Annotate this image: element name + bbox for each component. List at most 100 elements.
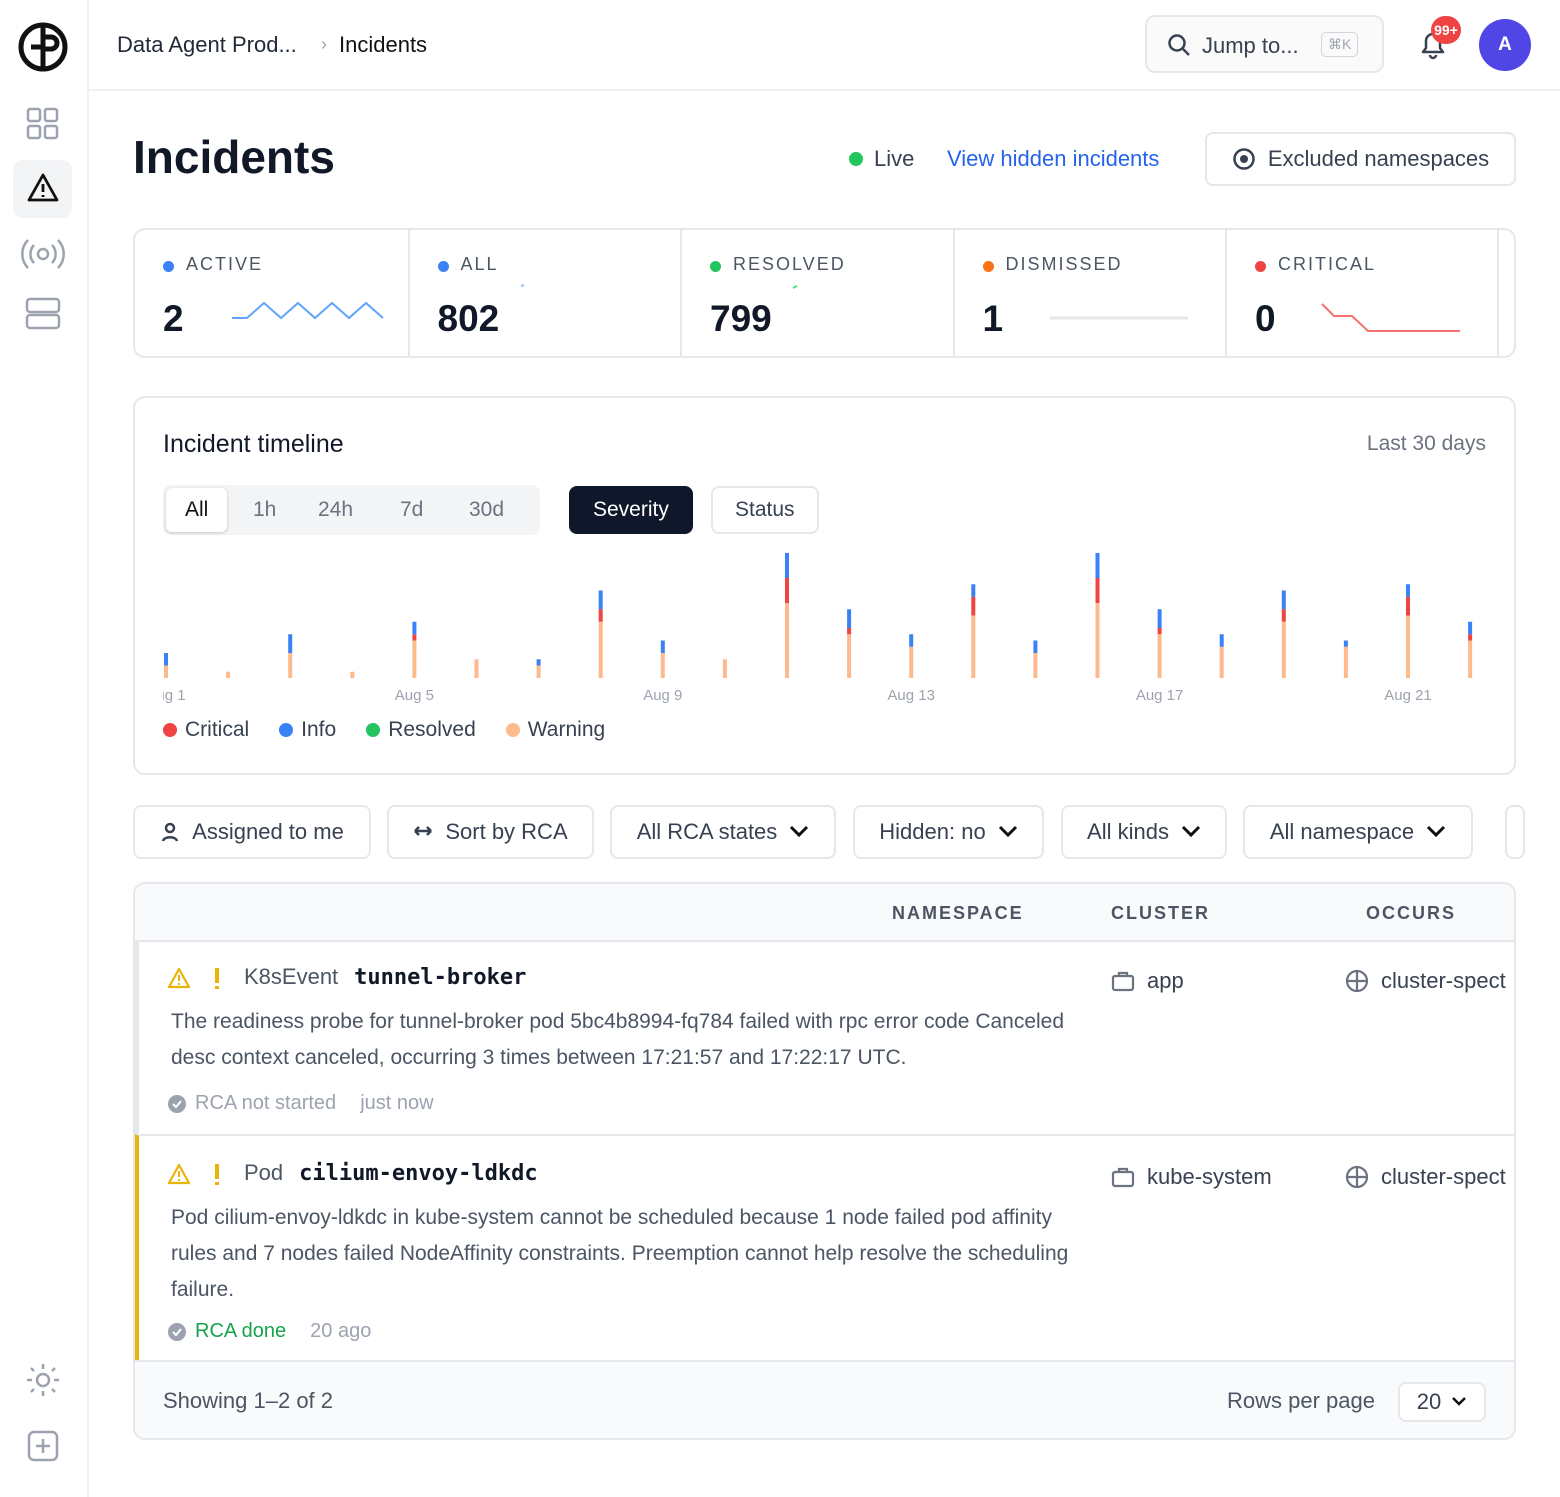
period-tab[interactable]: 7d <box>400 498 424 521</box>
nav-signals[interactable] <box>21 236 65 272</box>
bar-segment <box>164 653 168 666</box>
legend-item[interactable]: Resolved <box>366 718 476 742</box>
legend-item[interactable]: Critical <box>163 718 249 742</box>
cluster-cell: cluster-spect <box>1345 968 1506 994</box>
bar-segment <box>412 640 417 678</box>
add-button[interactable] <box>27 1430 59 1462</box>
icon-part <box>790 825 809 838</box>
breadcrumb[interactable]: Data Agent Prod... <box>117 32 297 57</box>
period-tab[interactable]: 30d <box>469 498 505 521</box>
icon-part <box>161 822 179 842</box>
x-tick-label: Aug 9 <box>643 687 682 704</box>
bar-segment <box>1343 646 1348 678</box>
filter-label: All namespace <box>1269 819 1415 844</box>
bar-segment <box>288 634 293 653</box>
avatar[interactable]: A <box>1479 19 1531 71</box>
bar-segment <box>722 659 727 678</box>
filter-button[interactable]: All namespace <box>1243 805 1473 859</box>
bar-segment <box>1095 578 1100 603</box>
period-tab[interactable]: 24h <box>318 498 354 521</box>
stat-dot <box>982 261 994 272</box>
filter-button[interactable]: Hidden: no <box>853 805 1044 859</box>
period-tab[interactable]: 1h <box>253 498 277 521</box>
icon-part <box>167 1163 191 1185</box>
icon-part <box>168 1094 186 1113</box>
stat-dot <box>710 261 721 272</box>
icon-part <box>1347 1167 1367 1187</box>
rca-icon <box>168 1094 186 1113</box>
logo[interactable] <box>17 21 69 73</box>
icon-part <box>1117 971 1129 976</box>
rca-status: RCA done <box>195 1320 287 1342</box>
bar-segment <box>847 609 852 628</box>
excluded-button[interactable]: Excluded namespaces <box>1205 132 1516 186</box>
column-header: CLUSTER <box>1111 903 1210 923</box>
bar-segment <box>164 665 168 678</box>
bar-segment <box>847 628 852 635</box>
page-size[interactable]: 20 <box>1398 1382 1486 1422</box>
namespace: app <box>1147 968 1184 993</box>
stat-label: ACTIVE <box>186 254 264 274</box>
icon-part <box>1182 48 1190 56</box>
bar-segment <box>1406 615 1410 678</box>
filter-label: Hidden: no <box>879 819 986 844</box>
legend-label: Critical <box>185 718 250 741</box>
incident-kind: Pod <box>244 1160 284 1185</box>
icon-part <box>25 313 61 330</box>
row-meta: RCA not started just now <box>167 1092 434 1115</box>
incident-kind: K8sEvent <box>244 964 339 989</box>
legend-item[interactable]: Info <box>279 718 336 742</box>
chevron <box>1452 1397 1467 1406</box>
icon-part <box>1111 974 1135 992</box>
bar-segment <box>1343 640 1348 647</box>
mode-tab[interactable]: Severity <box>569 486 693 534</box>
nav-dashboard[interactable] <box>25 106 61 142</box>
icon-part <box>1181 825 1201 838</box>
timeline-title: Incident timeline <box>163 430 344 458</box>
mode-tab[interactable]: Status <box>711 486 819 534</box>
cluster-icon <box>1345 1165 1369 1189</box>
legend-dot <box>505 723 520 737</box>
search-box[interactable]: Jump to... ⌘K <box>1145 15 1384 73</box>
namespace: kube-system <box>1147 1164 1272 1189</box>
theme-toggle[interactable] <box>25 1362 61 1398</box>
excluded-icon <box>1233 148 1255 170</box>
stat-value: 1 <box>982 298 1004 339</box>
icon-part <box>414 826 433 836</box>
stat-label: CRITICAL <box>1278 254 1377 274</box>
bar-segment <box>847 634 852 678</box>
icon-part <box>27 1364 59 1396</box>
icon-part <box>36 1439 50 1453</box>
legend-item[interactable]: Warning <box>505 718 605 742</box>
cluster: cluster-spect <box>1381 968 1506 993</box>
bar-segment <box>598 621 603 678</box>
table-header: NAMESPACE CLUSTER OCCURS <box>135 884 1514 942</box>
table-footer: Showing 1–2 of 2 Rows per page 20 <box>135 1360 1514 1438</box>
filter-overflow[interactable] <box>1505 805 1525 859</box>
notification-badge: 99+ <box>1431 16 1461 44</box>
column-header: NAMESPACE <box>892 903 1024 923</box>
bar-segment <box>1095 603 1100 678</box>
filter-button[interactable]: All kinds <box>1061 805 1227 859</box>
nav-incidents[interactable] <box>26 172 60 204</box>
icon-part <box>31 27 60 67</box>
bar-segment <box>536 665 541 678</box>
incident-row[interactable]: K8sEvent tunnel-broker The readiness probe… <box>135 940 1514 1134</box>
breadcrumb-sep: › <box>321 34 327 54</box>
legend-dot <box>163 723 177 737</box>
severity-icons <box>167 1163 219 1185</box>
stat-label: RESOLVED <box>733 254 846 274</box>
filter-label: Assigned to me <box>192 819 344 844</box>
timeline-range: Last 30 days <box>1366 432 1486 455</box>
hidden-link[interactable]: View hidden incidents <box>947 146 1160 171</box>
period-tab[interactable]: All <box>166 488 228 532</box>
incident-row[interactable]: Pod cilium-envoy-ldkdc Pod cilium-envoy-ld… <box>135 1134 1514 1360</box>
bar-segment <box>288 653 293 678</box>
filter-button[interactable]: Sort by RCA <box>387 805 594 859</box>
bar-segment <box>1281 590 1286 610</box>
nav-servers[interactable] <box>25 296 61 332</box>
stat-cell: DISMISSED 1 <box>952 230 1225 356</box>
filter-button[interactable]: Assigned to me <box>133 805 371 859</box>
filter-button[interactable]: All RCA states <box>610 805 836 859</box>
